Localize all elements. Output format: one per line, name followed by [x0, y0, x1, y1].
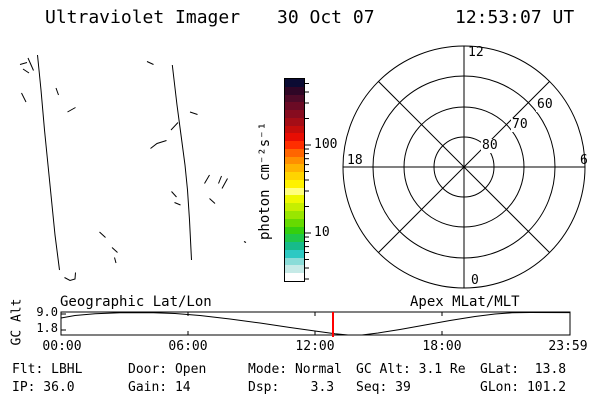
- colorbar-band: [285, 156, 304, 165]
- colorbar-band: [285, 257, 304, 266]
- status-flt: Flt: LBHL: [12, 362, 83, 377]
- colorbar-band: [285, 141, 304, 149]
- colorbar-band: [285, 211, 304, 219]
- colorbar-band: [285, 242, 304, 250]
- altitude-curve: [60, 311, 571, 336]
- colorbar-tick-10: 10: [314, 225, 330, 240]
- status-gcalt: GC Alt: 3.1 Re: [356, 362, 466, 377]
- xtick-1800: 18:00: [422, 339, 462, 354]
- status-gain: Gain: 14: [128, 380, 191, 395]
- polar-caption: Apex MLat/MLT: [410, 294, 520, 310]
- colorbar-band: [285, 195, 304, 204]
- colorbar-band: [285, 79, 304, 87]
- mlt-label-0: 0: [471, 273, 479, 288]
- colorbar-band: [285, 249, 304, 258]
- status-ip: IP: 36.0: [12, 380, 75, 395]
- coastline-segments: [19, 57, 247, 282]
- colorbar-band: [285, 125, 304, 134]
- colorbar-tick-100: 100: [314, 137, 338, 152]
- colorbar-band: [285, 110, 304, 118]
- orbit-y-axis-label: GC Alt: [9, 298, 25, 346]
- colorbar-band: [285, 86, 304, 95]
- colorbar-band: [285, 94, 304, 103]
- colorbar-band: [285, 102, 304, 111]
- xtick-2359: 23:59: [548, 339, 588, 354]
- title-time: 12:53:07 UT: [455, 7, 575, 28]
- xtick-0600: 06:00: [168, 339, 208, 354]
- colorbar-band: [285, 265, 304, 274]
- status-dsp: Dsp: 3.3: [248, 380, 335, 395]
- colorbar-band: [285, 226, 304, 235]
- status-glat: GLat: 13.8: [480, 362, 567, 377]
- time-axis-ticks: [61, 312, 443, 335]
- xtick-1200: 12:00: [295, 339, 335, 354]
- colorbar-band: [285, 218, 304, 227]
- xtick-0000: 00:00: [42, 339, 82, 354]
- orbit-plot: [60, 311, 571, 337]
- mlat-ring-80: 80: [481, 138, 499, 153]
- colorbar-ticks: [305, 83, 311, 280]
- geographic-map: [19, 54, 247, 282]
- colorbar-band: [285, 148, 304, 157]
- terminator-line-right: [171, 64, 192, 261]
- status-glon: GLon: 101.2: [480, 380, 567, 395]
- colorbar-band: [285, 133, 304, 142]
- colorbar-band: [285, 234, 304, 243]
- polar-grid: [342, 45, 586, 289]
- colorbar-band: [285, 203, 304, 212]
- colorbar-band: [285, 172, 304, 180]
- status-seq: Seq: 39: [356, 380, 411, 395]
- status-mode: Mode: Normal: [248, 362, 342, 377]
- status-door: Door: Open: [128, 362, 207, 377]
- mlt-label-12: 12: [468, 45, 484, 60]
- mlat-ring-60: 60: [536, 97, 554, 112]
- app-title: Ultraviolet Imager: [45, 7, 241, 28]
- ytick-9: 9.0: [36, 305, 58, 319]
- mlat-ring-70: 70: [511, 117, 529, 132]
- colorbar-band: [285, 179, 304, 188]
- colorbar-band: [285, 164, 304, 173]
- map-caption: Geographic Lat/Lon: [60, 294, 212, 310]
- terminator-line-left: [37, 54, 60, 271]
- colorbar: [284, 78, 305, 282]
- title-date: 30 Oct 07: [277, 7, 375, 28]
- mlt-label-6: 6: [580, 153, 588, 168]
- mlt-label-18: 18: [347, 153, 363, 168]
- colorbar-band: [285, 187, 304, 196]
- colorbar-band: [285, 273, 304, 281]
- ytick-1-8: 1.8: [36, 321, 58, 335]
- colorbar-units-label: photon cm⁻²s⁻¹: [257, 121, 273, 241]
- colorbar-band: [285, 117, 304, 126]
